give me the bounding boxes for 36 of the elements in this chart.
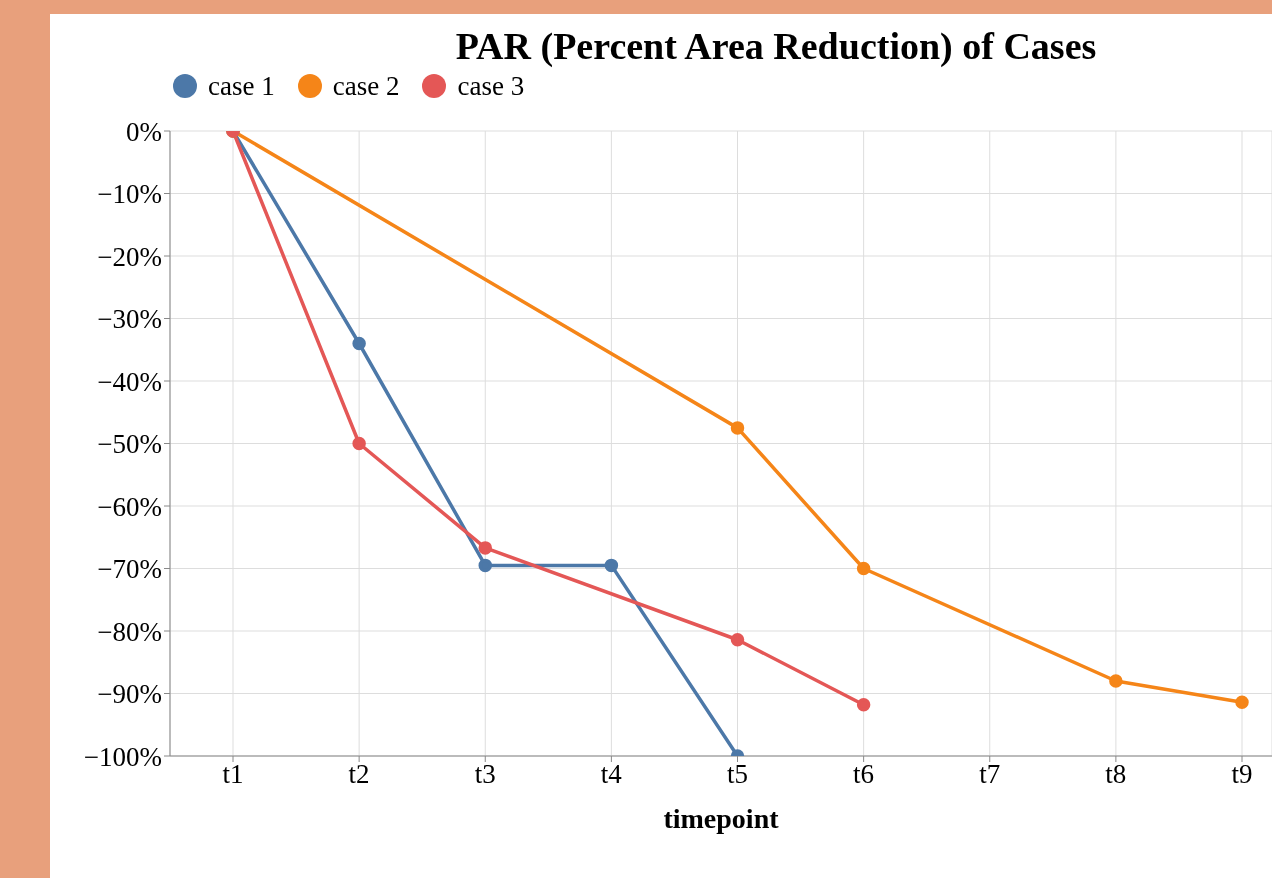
x-tick-label: t8: [1105, 759, 1127, 790]
y-tick-label: −40%: [97, 366, 162, 397]
x-tick-label: t1: [222, 759, 244, 790]
point: [478, 541, 492, 555]
y-tick-label: 0%: [126, 116, 162, 147]
y-tick-label: −60%: [97, 491, 162, 522]
chart-title: PAR (Percent Area Reduction) of Cases: [454, 24, 1098, 68]
point: [352, 336, 366, 351]
legend-label: case 1: [208, 70, 275, 102]
x-tick-label: t6: [853, 759, 875, 790]
y-tick-label: −20%: [97, 241, 162, 272]
point: [730, 633, 745, 647]
y-tick-label: −100%: [83, 741, 162, 772]
x-tick-label: t7: [979, 759, 1001, 790]
x-tick-label: t2: [348, 759, 370, 790]
legend-label: case 3: [457, 70, 525, 102]
y-tick-label: −10%: [97, 179, 162, 210]
y-tick-label: −30%: [97, 304, 162, 335]
x-axis-title: timepoint: [663, 803, 780, 834]
point: [856, 561, 871, 576]
point: [730, 421, 745, 435]
point: [856, 698, 871, 712]
y-tick-label: −50%: [97, 429, 162, 460]
point: [1109, 674, 1123, 688]
x-tick-label: t4: [600, 759, 623, 790]
x-tick-label: t9: [1231, 759, 1253, 790]
x-tick-label: t3: [474, 759, 496, 790]
point: [478, 558, 492, 573]
y-tick-label: −70%: [97, 554, 162, 585]
legend-label: case 2: [332, 70, 400, 102]
y-tick-label: −80%: [97, 616, 162, 647]
y-tick-label: −90%: [97, 679, 162, 710]
point: [1235, 695, 1249, 709]
point: [604, 558, 619, 573]
x-tick-label: t5: [726, 759, 749, 790]
point: [352, 436, 366, 451]
